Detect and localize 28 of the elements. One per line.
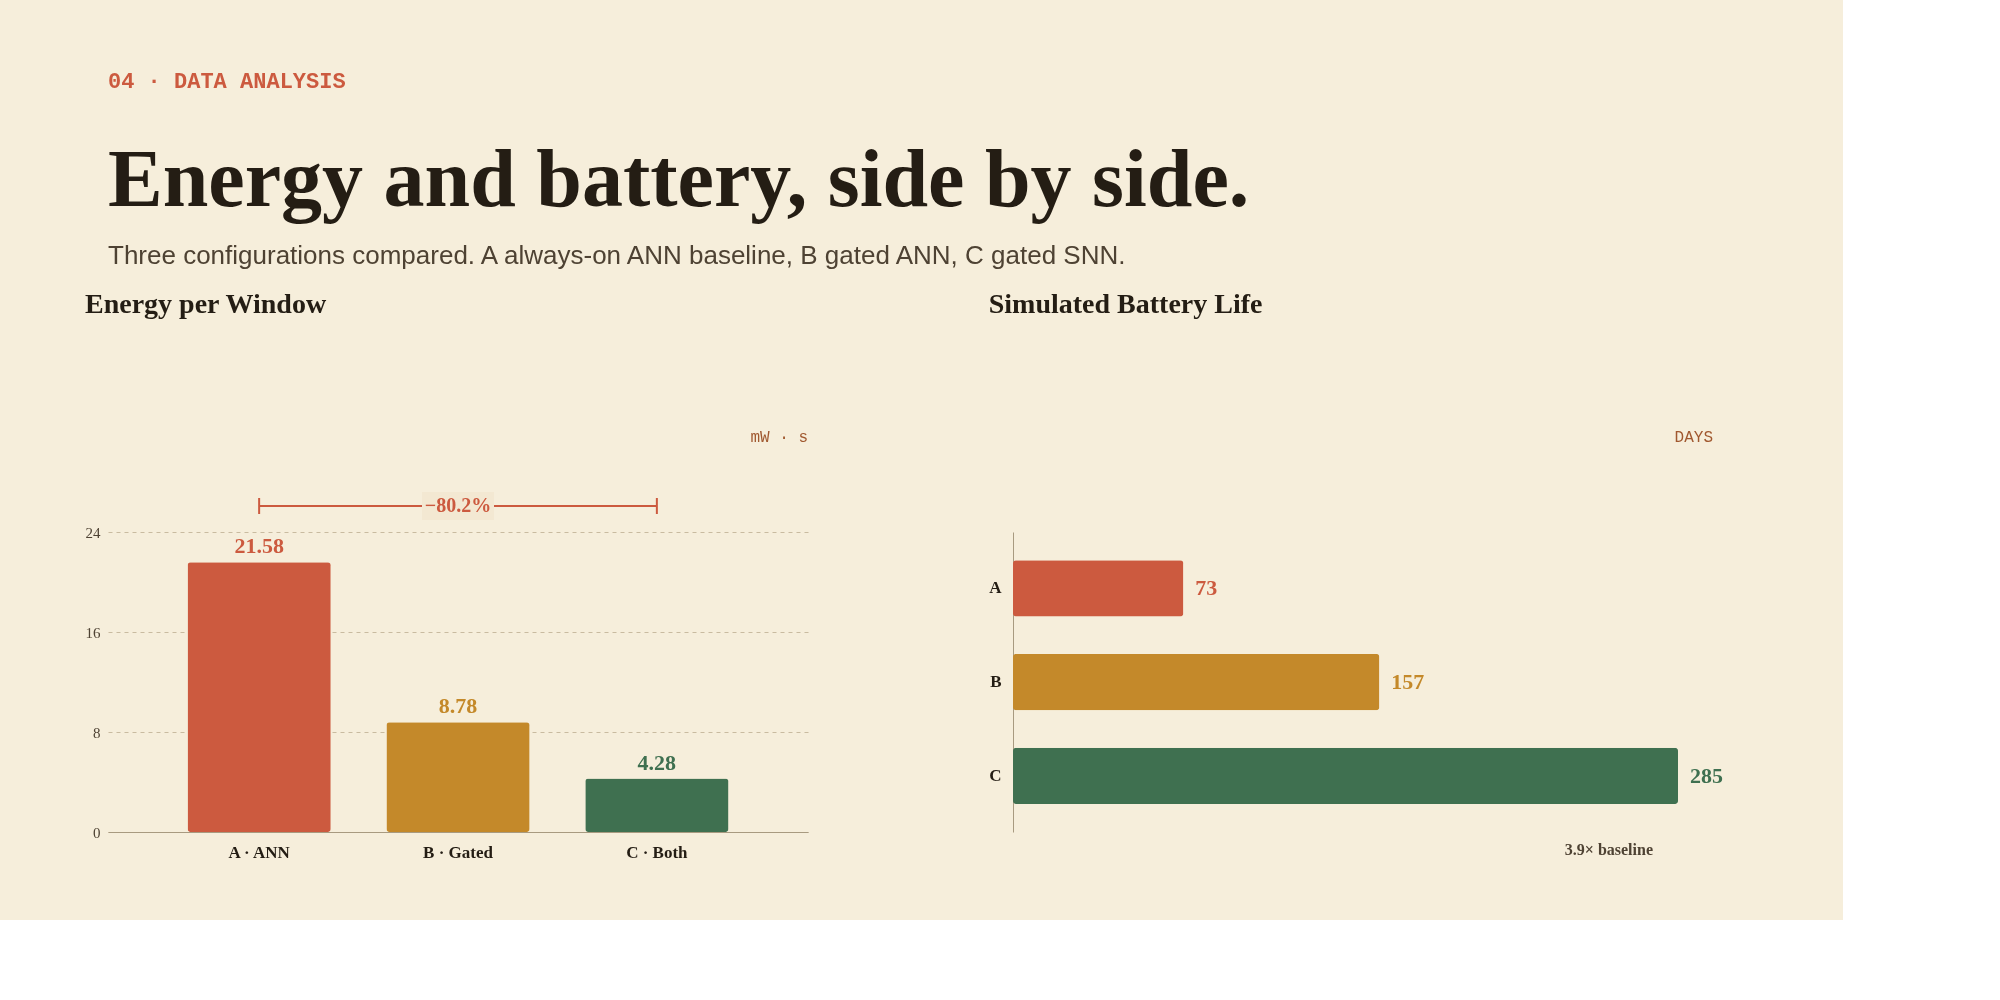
data-label: 8.78 <box>438 693 478 719</box>
x-axis-title: DAYS <box>1674 429 1713 447</box>
text: Three configurations compared. A always-on ANN baseline, B gated ANN, C gated SNN. <box>108 240 1126 270</box>
data-label: 4.28 <box>637 749 677 775</box>
chart-title: Simulated Battery Life <box>988 288 1263 319</box>
data-label: 285 <box>1690 762 1723 788</box>
y-tick-label: B <box>990 672 1002 691</box>
x-tick-label: A · ANN <box>228 842 291 862</box>
bar <box>585 778 729 832</box>
y-tick-label: A <box>989 578 1003 598</box>
y-tick-label: 24 <box>85 524 101 541</box>
text: Energy and battery, side by side. <box>108 133 1250 224</box>
text: 3.9× baseline <box>1564 841 1653 858</box>
y-tick-label: 0 <box>93 824 101 841</box>
text: −80.2% <box>424 494 492 516</box>
y-axis-title: mW · s <box>750 429 808 447</box>
data-label: 21.58 <box>234 533 284 559</box>
bar <box>187 562 331 832</box>
x-tick-label: B · Gated <box>423 842 494 862</box>
y-tick-label: C <box>989 765 1002 785</box>
text: 04 · DATA ANALYSIS <box>108 70 346 95</box>
data-label: 73 <box>1195 575 1218 601</box>
x-tick-label: C · Both <box>626 842 689 862</box>
bar <box>386 722 530 832</box>
data-label: 157 <box>1391 669 1425 694</box>
y-tick-label: 16 <box>85 624 101 641</box>
chart-title: Energy per Window <box>85 288 327 319</box>
y-tick-label: 8 <box>93 724 101 741</box>
